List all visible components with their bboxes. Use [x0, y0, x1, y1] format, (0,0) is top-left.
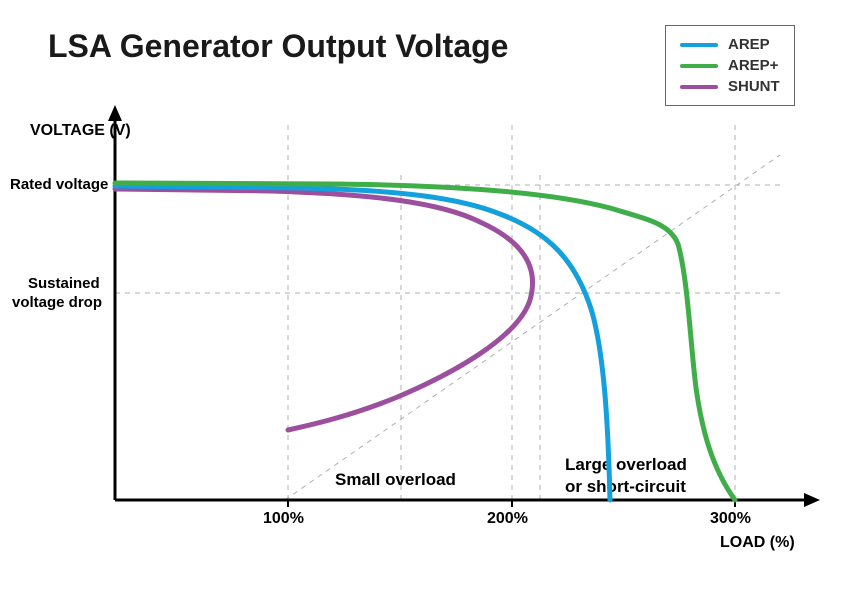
gridline-diagonal-ref — [285, 155, 780, 500]
x-tick-label: 200% — [487, 510, 528, 528]
x-tick-label: 300% — [710, 510, 751, 528]
x-tick-label: 100% — [263, 510, 304, 528]
series-arep — [115, 186, 610, 500]
series-arep-plus — [115, 183, 735, 500]
series-shunt — [115, 189, 533, 430]
